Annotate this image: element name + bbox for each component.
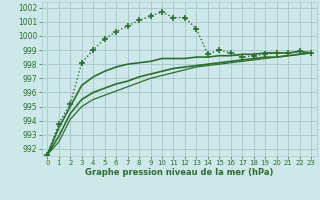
X-axis label: Graphe pression niveau de la mer (hPa): Graphe pression niveau de la mer (hPa) [85, 168, 273, 177]
